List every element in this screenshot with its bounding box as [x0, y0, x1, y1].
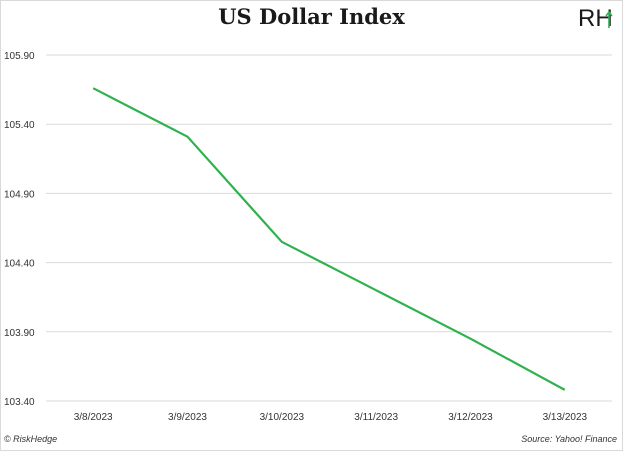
x-tick-label: 3/11/2023	[354, 412, 398, 423]
y-tick-label: 104.40	[4, 259, 35, 270]
x-tick-label: 3/12/2023	[448, 412, 493, 423]
chart-title: US Dollar Index	[218, 4, 405, 29]
y-tick-label: 105.90	[4, 51, 35, 62]
y-tick-label: 103.40	[4, 397, 35, 408]
x-tick-label: 3/9/2023	[168, 412, 207, 423]
logo-arrow-icon	[605, 10, 613, 28]
y-axis-ticks: 105.90 105.40 104.90 104.40 103.90 103.40	[4, 51, 35, 408]
x-axis-ticks: 3/8/2023 3/9/2023 3/10/2023 3/11/2023 3/12/2…	[74, 412, 588, 423]
source-text: Source: Yahoo! Finance	[521, 434, 617, 444]
x-tick-label: 3/10/2023	[260, 412, 305, 423]
x-tick-label: 3/8/2023	[74, 412, 113, 423]
series-line	[92, 87, 566, 391]
y-tick-label: 104.90	[4, 189, 35, 200]
gridlines	[46, 54, 612, 402]
y-tick-label: 103.90	[4, 328, 35, 339]
y-tick-label: 105.40	[4, 120, 35, 131]
series-layer	[92, 87, 566, 391]
riskhedge-logo: RH	[578, 5, 613, 30]
x-tick-label: 3/13/2023	[543, 412, 588, 423]
logo-letters: RH	[578, 5, 613, 30]
copyright-text: © RiskHedge	[4, 434, 58, 444]
